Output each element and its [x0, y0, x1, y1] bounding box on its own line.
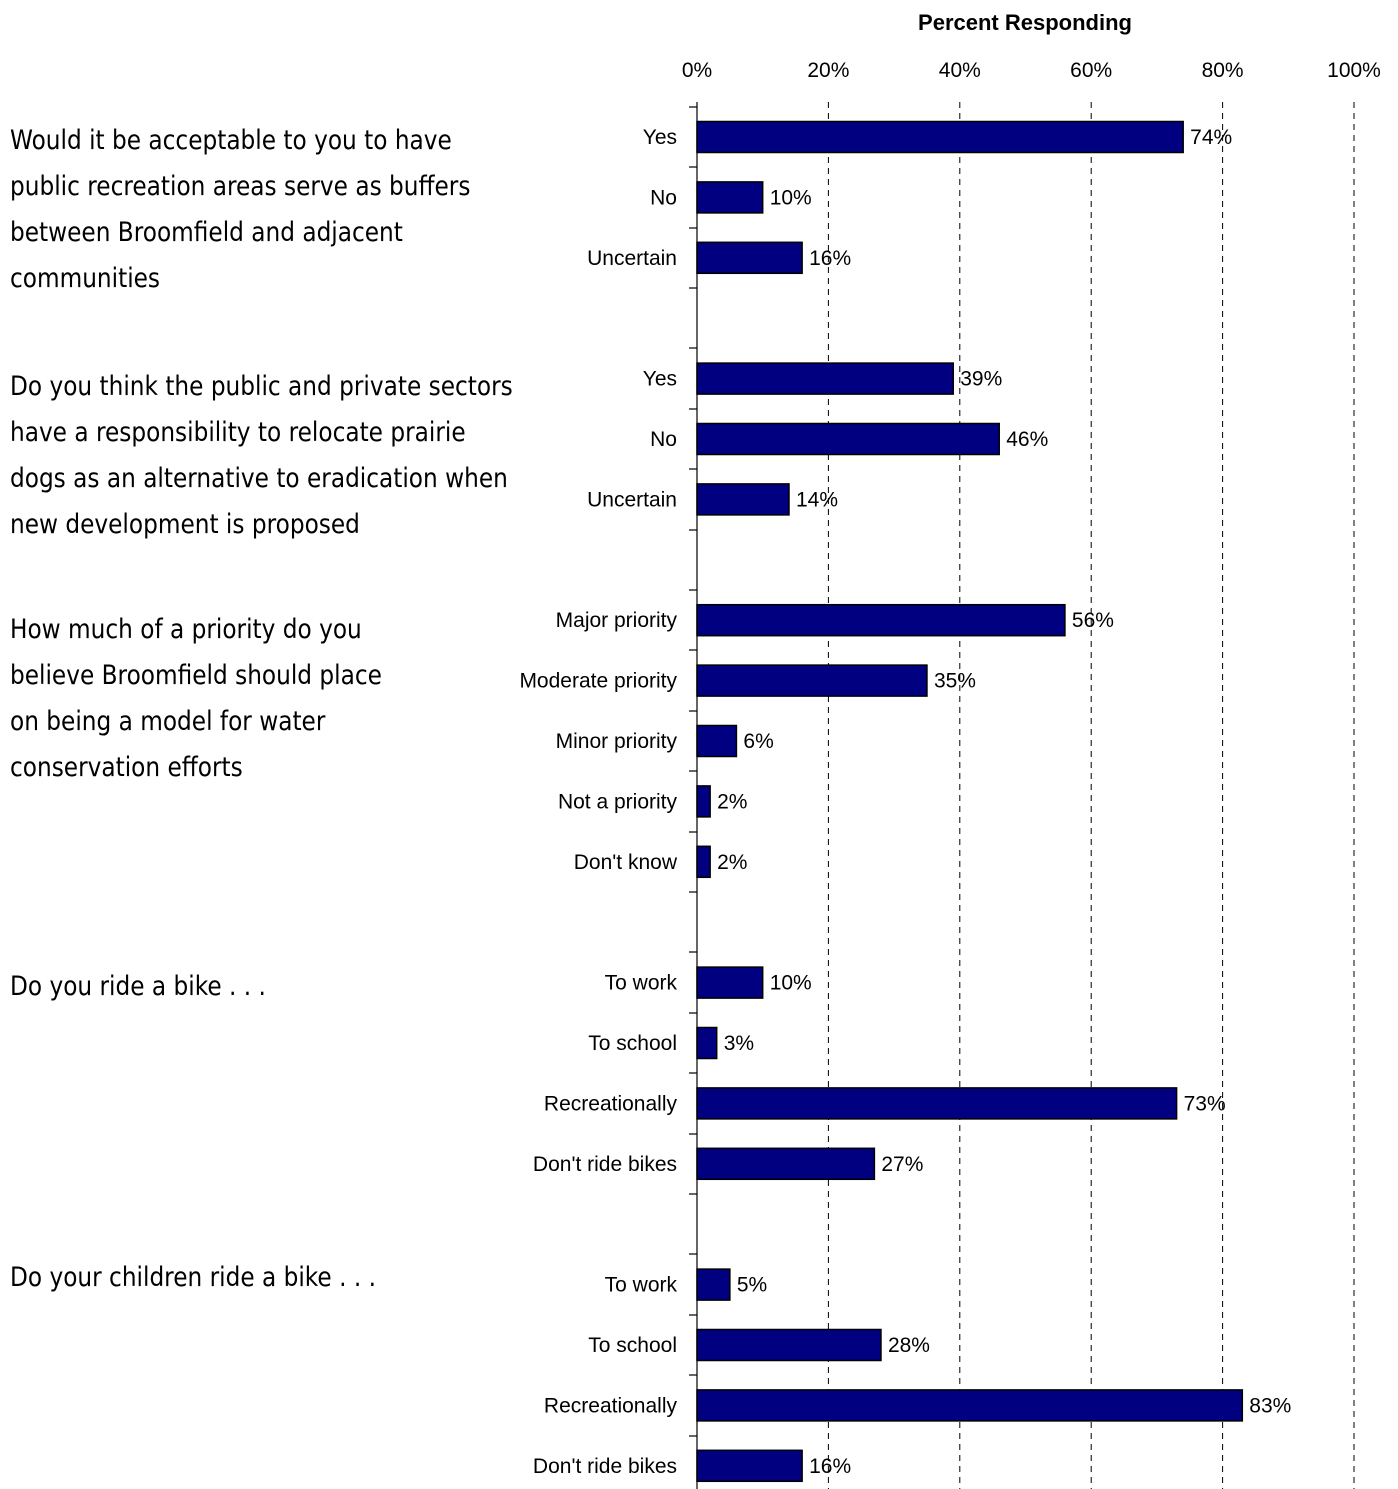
data-label: 39% [960, 368, 1002, 391]
category-label: Yes [643, 126, 677, 149]
bar [696, 362, 954, 395]
category-label: Uncertain [587, 488, 677, 511]
bar [696, 1389, 1244, 1422]
question-line: Do you think the public and private sect… [10, 371, 513, 402]
x-tick-label: 100% [1327, 59, 1381, 82]
bar [696, 181, 764, 214]
bar [696, 724, 738, 758]
question-line: Would it be acceptable to you to have [10, 125, 452, 156]
data-label: 2% [717, 790, 747, 813]
bar [696, 966, 764, 999]
data-label: 6% [743, 730, 773, 753]
question-line: Do your children ride a bike . . . [10, 1262, 377, 1293]
category-label: Don't ride bikes [533, 1455, 677, 1478]
data-label: 74% [1190, 126, 1232, 149]
question-line: new development is proposed [10, 509, 360, 540]
question-line: public recreation areas serve as buffers [10, 171, 471, 202]
question-line: communities [10, 263, 161, 294]
question-line: between Broomfield and adjacent [10, 217, 403, 248]
bar [696, 1328, 882, 1362]
category-label: Major priority [556, 609, 678, 632]
bar [696, 845, 711, 879]
category-label: Recreationally [544, 1092, 678, 1115]
category-label: No [650, 428, 677, 451]
x-tick-labels: 0% 20% 40% 60% 80% 100% [682, 59, 1381, 82]
category-label: To school [588, 1032, 677, 1055]
data-label: 28% [888, 1334, 930, 1357]
data-label: 16% [809, 247, 851, 270]
category-label: Don't know [574, 851, 678, 874]
data-label: 73% [1184, 1092, 1226, 1115]
question-line: dogs as an alternative to eradication wh… [10, 463, 508, 494]
bar [696, 1147, 876, 1181]
question-text: Do you think the public and private sect… [10, 364, 513, 548]
data-label: 46% [1006, 428, 1048, 451]
bar [696, 422, 1000, 456]
bar [696, 483, 790, 516]
gridlines [827, 102, 1355, 1489]
question-line: believe Broomfield should place [10, 660, 382, 691]
category-label: Not a priority [558, 790, 678, 813]
x-tick-label: 20% [807, 59, 849, 82]
bar [696, 785, 711, 818]
question-text: How much of a priority do you believe Bro… [10, 607, 382, 791]
data-label: 5% [737, 1274, 767, 1297]
x-tick-label: 0% [682, 59, 712, 82]
bars: Yes 74% No 10% Uncertain 16% Yes 39% No 46% Uncert… [519, 120, 1291, 1483]
question-text: Would it be acceptable to you to have pub… [10, 118, 470, 302]
x-axis-title: Percent Responding [918, 10, 1132, 35]
question-text: Do you ride a bike . . . [10, 964, 266, 1010]
category-label: Moderate priority [519, 670, 677, 693]
data-label: 10% [770, 972, 812, 995]
data-label: 16% [809, 1455, 851, 1478]
category-label: Recreationally [544, 1394, 678, 1417]
data-label: 10% [770, 186, 812, 209]
y-axis [689, 102, 698, 1489]
bar [696, 1087, 1178, 1120]
bar [696, 603, 1066, 637]
category-label: Minor priority [556, 730, 678, 753]
question-line: How much of a priority do you [10, 614, 362, 645]
x-tick-label: 40% [939, 59, 981, 82]
bar [696, 241, 803, 275]
category-label: To work [605, 972, 678, 995]
data-label: 3% [724, 1032, 754, 1055]
category-label: To school [588, 1334, 677, 1357]
bar [696, 664, 928, 697]
category-label: Don't ride bikes [533, 1153, 677, 1176]
data-label: 2% [717, 851, 747, 874]
category-label: To work [605, 1274, 678, 1297]
question-line: Do you ride a bike . . . [10, 971, 266, 1002]
x-tick-label: 60% [1070, 59, 1112, 82]
data-label: 35% [934, 670, 976, 693]
x-tick-label: 80% [1202, 59, 1244, 82]
bar [696, 1449, 803, 1483]
bar [696, 1268, 731, 1301]
data-label: 27% [881, 1153, 923, 1176]
category-label: Uncertain [587, 247, 677, 270]
bar [696, 1026, 718, 1060]
bar [696, 120, 1184, 154]
category-label: No [650, 186, 677, 209]
data-label: 14% [796, 488, 838, 511]
category-label: Yes [643, 368, 677, 391]
question-text: Do your children ride a bike . . . [10, 1255, 376, 1301]
question-line: have a responsibility to relocate prairi… [10, 417, 466, 448]
question-line: conservation efforts [10, 752, 243, 783]
data-label: 56% [1072, 609, 1114, 632]
data-label: 83% [1249, 1394, 1291, 1417]
question-line: on being a model for water [10, 706, 326, 737]
